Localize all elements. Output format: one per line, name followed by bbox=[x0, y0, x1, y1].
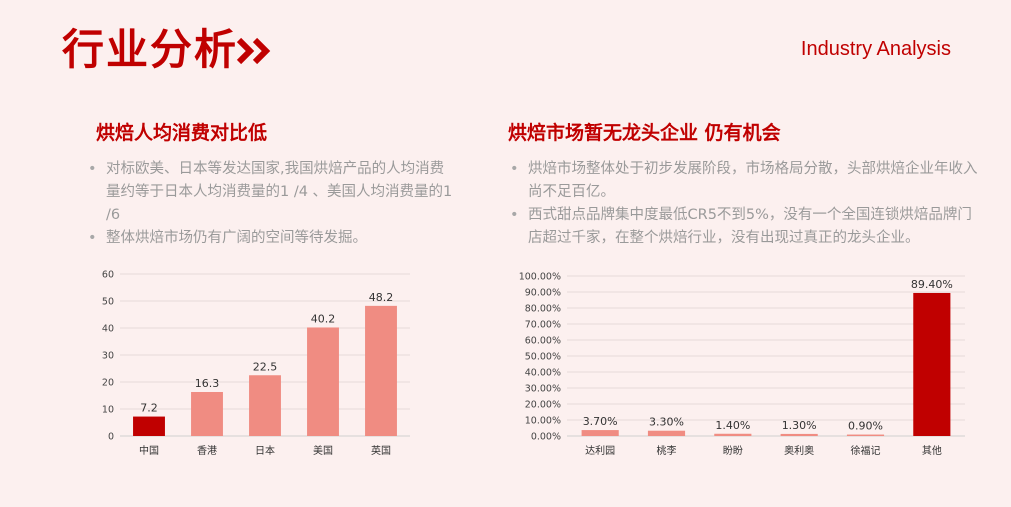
y-tick-label: 0 bbox=[108, 432, 114, 443]
right-bullet-list: 烘焙市场整体处于初步发展阶段，市场格局分散，头部烘焙企业年收入尚不足百亿。 西式… bbox=[510, 158, 980, 250]
bar bbox=[781, 434, 818, 436]
data-label: 40.2 bbox=[311, 312, 336, 325]
market-share-bar-chart: 0.00% 10.00% 20.00% 30.00% 40.00% 50.00% 60.00… bbox=[505, 262, 975, 462]
y-tick-label: 70.00% bbox=[525, 320, 561, 331]
x-tick-label: 达利园 bbox=[585, 445, 615, 457]
x-tick-label: 中国 bbox=[139, 444, 159, 457]
bar bbox=[714, 434, 751, 436]
x-tick-label: 日本 bbox=[255, 444, 275, 457]
y-tick-label: 40 bbox=[102, 324, 114, 335]
page-title: 行业分析 bbox=[62, 22, 238, 78]
x-tick-label: 徐福记 bbox=[851, 444, 881, 457]
y-tick-label: 10 bbox=[102, 405, 114, 416]
y-tick-label: 10.00% bbox=[525, 416, 561, 427]
bar bbox=[648, 431, 685, 436]
data-label: 1.40% bbox=[715, 419, 750, 432]
data-label: 16.3 bbox=[195, 377, 220, 390]
data-label: 89.40% bbox=[911, 278, 953, 291]
x-tick-label: 香港 bbox=[197, 445, 217, 457]
bar bbox=[913, 293, 950, 436]
right-bullet-1: 烘焙市场整体处于初步发展阶段，市场格局分散，头部烘焙企业年收入尚不足百亿。 bbox=[510, 158, 980, 204]
y-tick-label: 100.00% bbox=[519, 272, 561, 283]
data-label: 0.90% bbox=[848, 420, 883, 433]
page-subtitle: Industry Analysis bbox=[801, 38, 951, 61]
x-tick-label: 美国 bbox=[313, 444, 333, 457]
x-tick-label: 盼盼 bbox=[723, 445, 743, 457]
data-label: 7.2 bbox=[140, 402, 158, 415]
y-tick-label: 50.00% bbox=[525, 352, 561, 363]
data-label: 1.30% bbox=[782, 419, 817, 432]
right-bullet-2: 西式甜点品牌集中度最低CR5不到5%，没有一个全国连锁烘焙品牌门店超过千家，在整… bbox=[510, 204, 980, 250]
y-tick-label: 40.00% bbox=[525, 368, 561, 379]
data-label: 22.5 bbox=[253, 360, 278, 373]
x-tick-label: 桃李 bbox=[657, 444, 677, 457]
right-section-heading: 烘焙市场暂无龙头企业 仍有机会 bbox=[508, 118, 781, 145]
y-tick-label: 60.00% bbox=[525, 336, 561, 347]
bar bbox=[582, 430, 619, 436]
y-tick-label: 50 bbox=[102, 297, 114, 308]
bar bbox=[307, 327, 339, 436]
bar bbox=[249, 375, 281, 436]
double-chevron-icon bbox=[236, 36, 276, 66]
bar bbox=[133, 417, 165, 436]
y-tick-label: 80.00% bbox=[525, 304, 561, 315]
bar bbox=[191, 392, 223, 436]
x-tick-label: 奥利奥 bbox=[784, 444, 814, 457]
y-tick-label: 60 bbox=[102, 270, 114, 281]
data-label: 48.2 bbox=[369, 291, 394, 304]
consumption-bar-chart: 0 10 20 30 40 50 60 7.2 中国 16.3 香港 22.5 日本 40.2 美国 48.2… bbox=[80, 262, 420, 462]
left-bullet-1: 对标欧美、日本等发达国家,我国烘焙产品的人均消费量约等于日本人均消费量的1 /4… bbox=[88, 158, 453, 227]
left-section-heading: 烘焙人均消费对比低 bbox=[96, 118, 267, 145]
bar bbox=[365, 306, 397, 436]
bar bbox=[847, 435, 884, 436]
data-label: 3.70% bbox=[583, 415, 618, 428]
left-bullet-2: 整体烘焙市场仍有广阔的空间等待发掘。 bbox=[88, 227, 453, 250]
data-label: 3.30% bbox=[649, 416, 684, 429]
y-tick-label: 30 bbox=[102, 351, 114, 362]
y-tick-label: 20.00% bbox=[525, 400, 561, 411]
y-tick-label: 30.00% bbox=[525, 384, 561, 395]
left-bullet-list: 对标欧美、日本等发达国家,我国烘焙产品的人均消费量约等于日本人均消费量的1 /4… bbox=[88, 158, 453, 250]
y-tick-label: 90.00% bbox=[525, 288, 561, 299]
y-tick-label: 0.00% bbox=[531, 432, 561, 443]
y-tick-label: 20 bbox=[102, 378, 114, 389]
x-tick-label: 其他 bbox=[922, 444, 942, 457]
x-tick-label: 英国 bbox=[371, 444, 391, 457]
